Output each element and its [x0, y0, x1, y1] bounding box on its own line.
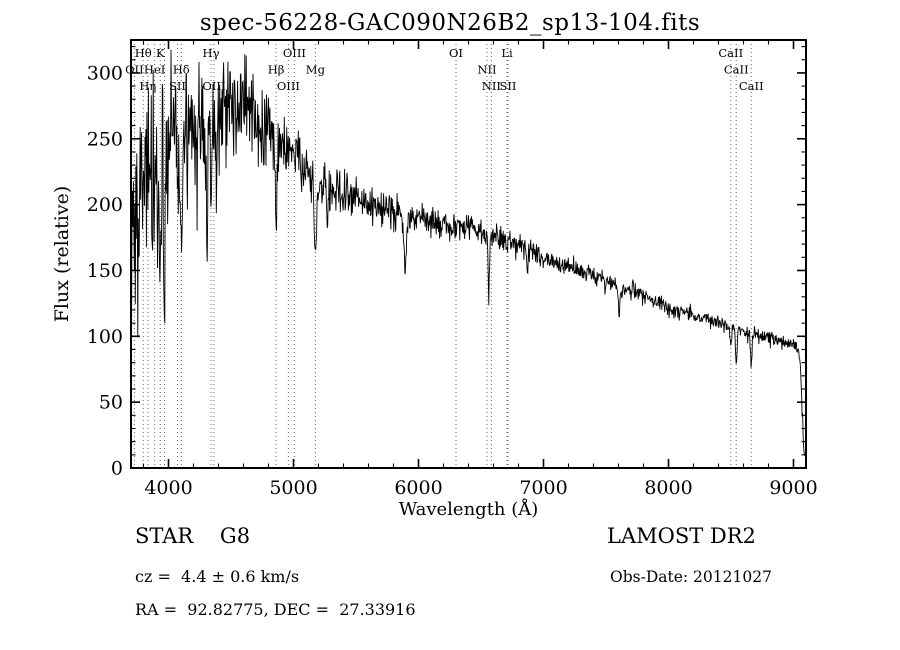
x-tick-label: 6000 [394, 477, 442, 499]
y-tick-label: 300 [87, 62, 123, 84]
spectral-line-label: SII [500, 79, 517, 93]
x-axis-label: Wavelength (Å) [398, 499, 539, 520]
chart-title: spec-56228-GAC090N26B2_sp13-104.fits [199, 10, 701, 36]
spectral-line-label: HeI [144, 63, 165, 77]
spectral-line-label: K [156, 46, 165, 60]
spectral-line-label: CaII [724, 63, 749, 77]
x-tick-label: 9000 [769, 477, 817, 499]
spectral-line-label: Hθ [135, 46, 152, 60]
y-tick-label: 0 [111, 458, 123, 480]
survey-release-label: LAMOST DR2 [607, 524, 756, 548]
spectral-line-label: Li [501, 46, 513, 60]
spectral-line-label: OII [125, 63, 144, 77]
x-tick-label: 8000 [644, 477, 692, 499]
spectral-line-markers: Hθ K Hγ OIII OI Li CaII OII HeI Hδ Hβ Mg NII CaII Hη SI… [125, 40, 764, 468]
y-tick-label: 200 [87, 194, 123, 216]
spectral-line-label: Hδ [173, 63, 190, 77]
spectral-line-label: NII [477, 63, 496, 77]
spectral-line-label: OI [449, 46, 463, 60]
spectral-line-label: SII [169, 79, 186, 93]
spectral-line-label: Hγ [203, 46, 220, 60]
x-tick-label: 7000 [519, 477, 567, 499]
y-tick-label: 250 [87, 128, 123, 150]
spectrum-trace [130, 49, 807, 466]
x-tick-label: 5000 [269, 477, 317, 499]
obs-date-label: Obs-Date: 20121027 [610, 568, 772, 586]
spectral-line-label: Mg [306, 63, 326, 77]
spectral-line-label: CaII [718, 46, 743, 60]
ra-dec-label: RA = 92.82775, DEC = 27.33916 [135, 600, 416, 619]
radial-velocity-label: cz = 4.4 ± 0.6 km/s [135, 567, 300, 586]
y-tick-label: 100 [87, 326, 123, 348]
y-tick-label: 50 [99, 392, 123, 414]
spectral-line-label: OIII [283, 46, 306, 60]
spectral-line-label: OIII [277, 79, 300, 93]
spectral-line-label: CaII [739, 79, 764, 93]
spectral-line-label: NII [482, 79, 501, 93]
x-tick-label: 4000 [144, 477, 192, 499]
axes: 4000 5000 6000 7000 8000 9000 0 50 100 150 200 250 3… [87, 39, 818, 499]
spectral-line-label: Hη [139, 79, 156, 93]
y-tick-label: 150 [87, 260, 123, 282]
spectral-line-label: Hβ [268, 63, 285, 77]
y-axis-label: Flux (relative) [51, 185, 73, 323]
object-class-label: STAR G8 [135, 524, 251, 548]
